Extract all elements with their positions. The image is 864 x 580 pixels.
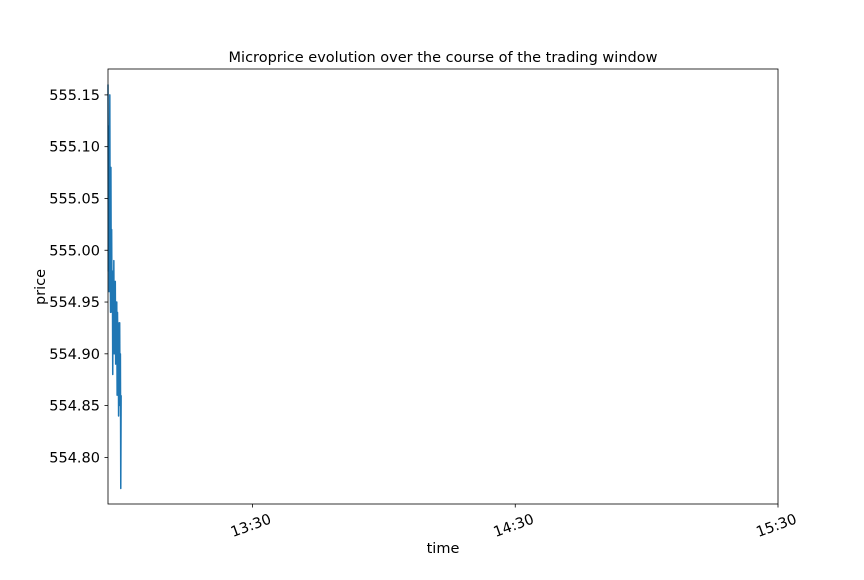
plot-area xyxy=(108,69,778,504)
y-tick-label: 555.15 xyxy=(49,88,100,104)
y-tick-label: 554.90 xyxy=(49,347,100,363)
y-tick-label: 555.10 xyxy=(49,140,100,156)
y-tick-label: 555.05 xyxy=(49,191,100,207)
chart-title: Microprice evolution over the course of … xyxy=(229,50,658,66)
x-axis-label: time xyxy=(427,541,460,557)
series-layer xyxy=(107,84,122,490)
series-line-0 xyxy=(107,84,122,490)
y-axis-label: price xyxy=(33,269,49,305)
y-axis: 554.80 554.85 554.90 554.95 555.00 555.05 555.… xyxy=(49,88,108,466)
y-tick-label: 554.80 xyxy=(49,450,100,466)
y-tick-label: 554.85 xyxy=(49,399,100,415)
y-tick-label: 555.00 xyxy=(49,243,100,259)
plot-frame xyxy=(107,68,779,505)
y-tick-label: 554.95 xyxy=(49,295,100,311)
